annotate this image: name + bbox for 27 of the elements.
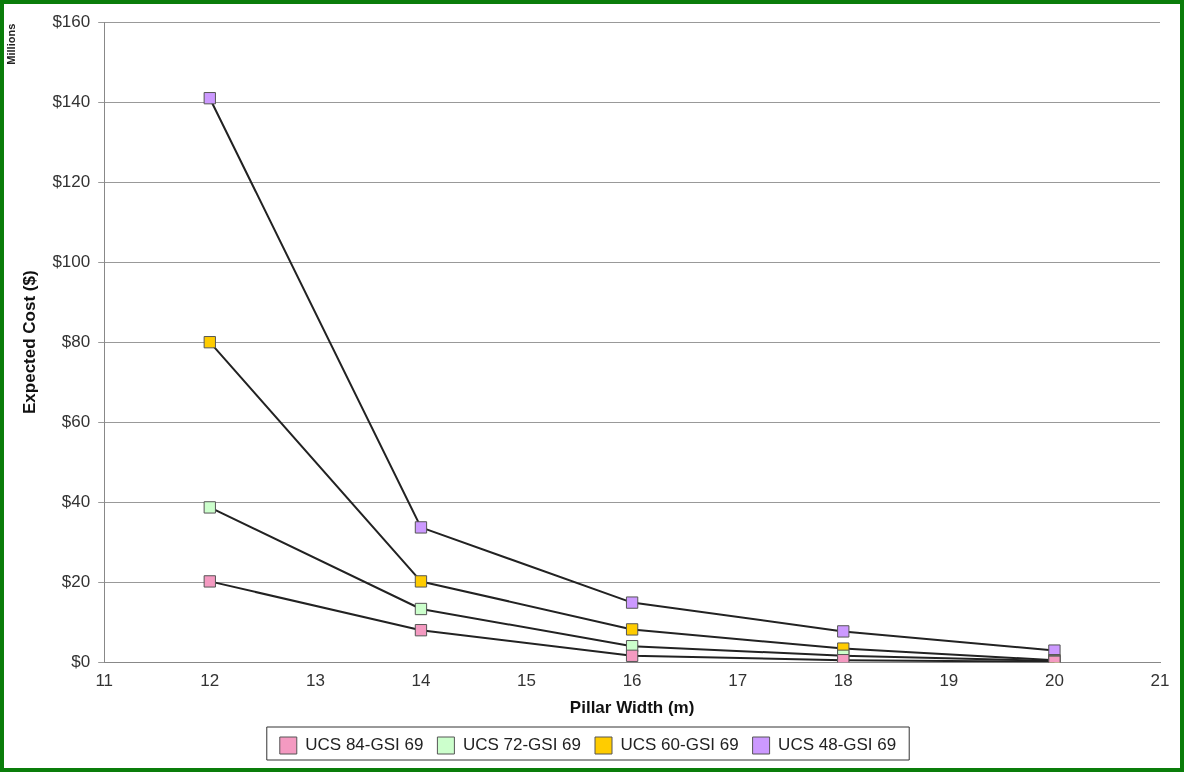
x-tick-label: 14	[411, 671, 431, 691]
x-tick-label: 16	[622, 671, 642, 691]
text: Millions	[5, 23, 18, 65]
x-tick-label: 13	[305, 671, 325, 691]
legend-label: UCS 72-GSI 69	[462, 735, 582, 755]
legend-label: UCS 84-GSI 69	[305, 735, 424, 755]
y-tick-label: $160	[52, 11, 91, 31]
x-axis-title: Pillar Width (m)	[569, 698, 695, 718]
y-tick-label: $120	[52, 171, 91, 191]
y-axis-title: Expected Cost ($)	[19, 270, 39, 414]
legend-label: UCS 48-GSI 69	[778, 735, 897, 755]
x-tick-label: 18	[833, 671, 853, 691]
y-tick-label: $20	[61, 571, 91, 591]
x-tick-label: 19	[939, 671, 959, 691]
y-tick-label: $140	[52, 91, 91, 111]
legend-label: UCS 60-GSI 69	[620, 735, 739, 755]
x-tick-label: 20	[1044, 671, 1064, 691]
x-tick-label: 15	[517, 671, 536, 691]
y-tick-label: $80	[61, 331, 91, 351]
x-tick-label: 17	[728, 671, 748, 691]
y-tick-label: $100	[52, 251, 91, 271]
x-tick-label: 21	[1150, 671, 1170, 691]
y-tick-label: $0	[71, 651, 91, 671]
x-tick-label: 11	[95, 671, 114, 691]
y-tick-label: $60	[61, 411, 91, 431]
y-tick-label: $40	[61, 491, 91, 511]
x-tick-label: 12	[200, 671, 220, 691]
